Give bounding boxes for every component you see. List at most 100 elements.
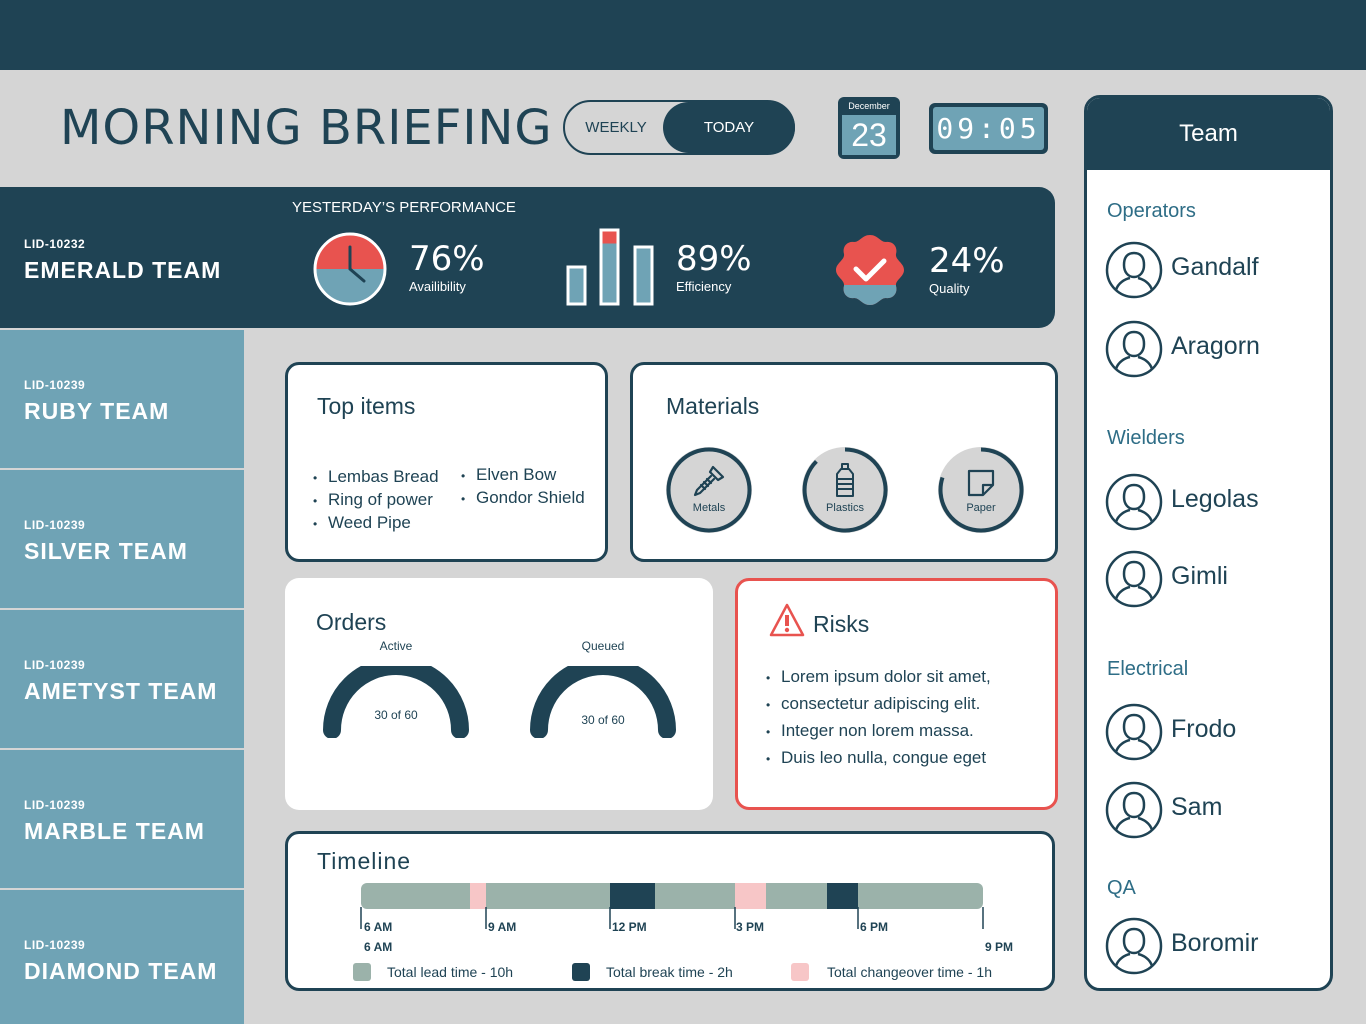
progress-ring <box>802 447 888 533</box>
team-id: LID-10239 <box>24 518 86 532</box>
team-list: LID-10239 RUBY TEAM LID-10239 SILVER TEAM … <box>0 330 244 1024</box>
availability-value: 76% <box>409 239 485 279</box>
risks-list: • Lorem ipsum dolor sit amet, • consectetu… <box>766 664 991 772</box>
member-name: Gimli <box>1171 562 1228 590</box>
legend-swatch-lead <box>353 963 371 981</box>
quality-badge-icon <box>836 235 904 305</box>
efficiency-kpi: 89% Efficiency <box>676 239 752 294</box>
quality-kpi: 24% Quality <box>929 241 1005 296</box>
group-operators: Operators <box>1107 200 1196 222</box>
list-item: • Duis leo nulla, congue eget <box>766 748 987 767</box>
list-item: • consectetur adipiscing elit. <box>766 694 981 713</box>
member-name: Aragorn <box>1171 332 1260 360</box>
timeline-title: Timeline <box>317 848 412 874</box>
top-items-list-2: • Elven Bow • Gondor Shield <box>461 464 585 510</box>
team-panel: Team Operators Gandalf Aragorn Wielders … <box>1084 95 1333 991</box>
calendar-widget: December 23 <box>838 97 900 159</box>
digital-clock: 09:05 <box>929 103 1048 154</box>
legend-swatch-break <box>572 963 590 981</box>
efficiency-label: Efficiency <box>676 279 732 294</box>
avatar-icon <box>1105 703 1163 761</box>
screw-icon <box>693 465 725 497</box>
material-label: Plastics <box>826 502 864 514</box>
active-gauge-text: 30 of 60 <box>374 708 418 722</box>
list-item: • Weed Pipe <box>313 513 411 532</box>
orders-title: Orders <box>316 609 387 635</box>
timeline-bar <box>360 883 984 929</box>
list-item: • Gondor Shield <box>461 488 585 507</box>
team-name: AMETYST TEAM <box>24 678 218 704</box>
queued-gauge-text: 30 of 60 <box>581 713 625 727</box>
list-item: • Lembas Bread <box>313 467 439 486</box>
quality-value: 24% <box>929 241 1005 281</box>
tick-label: 9 AM <box>488 920 517 934</box>
team-item-marble[interactable]: LID-10239 MARBLE TEAM <box>0 750 244 890</box>
toggle-today[interactable]: TODAY <box>663 102 795 153</box>
team-id: LID-10239 <box>24 798 86 812</box>
efficiency-value: 89% <box>676 239 752 279</box>
timeline-end-label: 9 PM <box>985 940 1014 954</box>
team-name: MARBLE TEAM <box>24 818 205 844</box>
tick-label: 12 PM <box>612 920 647 934</box>
avatar-icon <box>1105 241 1163 299</box>
orders-card[interactable]: Orders Active 30 of 60 Queued 30 of 60 <box>285 578 713 810</box>
paper-icon <box>967 469 995 497</box>
list-item: • Integer non lorem massa. <box>766 721 974 740</box>
bar-chart-icon <box>566 228 654 306</box>
materials-card[interactable]: Materials Metals Plastics <box>630 362 1058 562</box>
active-gauge <box>323 666 469 738</box>
tick-label: 6 PM <box>860 920 889 934</box>
progress-ring <box>938 447 1024 533</box>
material-metals[interactable]: Metals <box>666 447 752 533</box>
avatar-icon <box>1105 320 1163 378</box>
tick-label: 6 AM <box>364 920 393 934</box>
team-id: LID-10239 <box>24 658 86 672</box>
team-name: EMERALD TEAM <box>24 257 222 283</box>
member-name: Frodo <box>1171 715 1237 743</box>
queued-label: Queued <box>581 639 625 653</box>
team-name: RUBY TEAM <box>24 398 170 424</box>
calendar-month: December <box>848 101 890 111</box>
team-id: LID-10239 <box>24 938 86 952</box>
calendar-day: 23 <box>842 115 896 155</box>
team-item-diamond[interactable]: LID-10239 DIAMOND TEAM <box>0 890 244 1024</box>
team-name: DIAMOND TEAM <box>24 958 218 984</box>
top-items-title: Top items <box>317 393 416 419</box>
top-items-card[interactable]: Top items • Lembas Bread • Ring of power •… <box>285 362 608 562</box>
period-toggle[interactable]: WEEKLY TODAY <box>563 100 795 155</box>
list-item: • Ring of power <box>313 490 433 509</box>
list-item: • Lorem ipsum dolor sit amet, <box>766 667 991 686</box>
material-label: Paper <box>966 502 996 514</box>
materials-title: Materials <box>666 393 760 419</box>
team-item-silver[interactable]: LID-10239 SILVER TEAM <box>0 470 244 610</box>
performance-banner[interactable]: LID-10232 EMERALD TEAM YESTERDAY’S PERFO… <box>0 187 1055 328</box>
team-item-ruby[interactable]: LID-10239 RUBY TEAM <box>0 330 244 470</box>
queued-gauge <box>530 666 676 738</box>
tick-label: 3 PM <box>736 920 765 934</box>
clock-time: 09:05 <box>933 107 1044 150</box>
material-plastics[interactable]: Plastics <box>802 447 888 533</box>
legend-break-time: Total break time - 2h <box>606 964 733 980</box>
group-wielders: Wielders <box>1107 427 1185 449</box>
member-name: Boromir <box>1171 929 1259 957</box>
avatar-icon <box>1105 917 1163 975</box>
team-item-ametyst[interactable]: LID-10239 AMETYST TEAM <box>0 610 244 750</box>
bottle-icon <box>836 463 854 497</box>
group-qa: QA <box>1107 877 1136 899</box>
toggle-weekly[interactable]: WEEKLY <box>585 119 647 136</box>
top-items-list-1: • Lembas Bread • Ring of power • Weed Pipe <box>313 466 439 535</box>
list-item: • Elven Bow <box>461 465 557 484</box>
avatar-icon <box>1105 550 1163 608</box>
timeline-card[interactable]: Timeline 6 AM 9 AM 12 PM 3 PM 6 PM 6 AM … <box>285 831 1055 991</box>
active-label: Active <box>379 639 413 653</box>
availability-kpi: 76% Availibility <box>409 239 485 294</box>
group-electrical: Electrical <box>1107 658 1189 680</box>
material-paper[interactable]: Paper <box>938 447 1024 533</box>
member-name: Sam <box>1171 793 1223 821</box>
top-bar <box>0 0 1366 70</box>
timeline-start-label: 6 AM <box>364 940 393 954</box>
risks-card[interactable]: Risks • Lorem ipsum dolor sit amet, • cons… <box>735 578 1058 810</box>
legend-swatch-changeover <box>791 963 809 981</box>
clock-icon <box>313 232 387 306</box>
avatar-icon <box>1105 473 1163 531</box>
